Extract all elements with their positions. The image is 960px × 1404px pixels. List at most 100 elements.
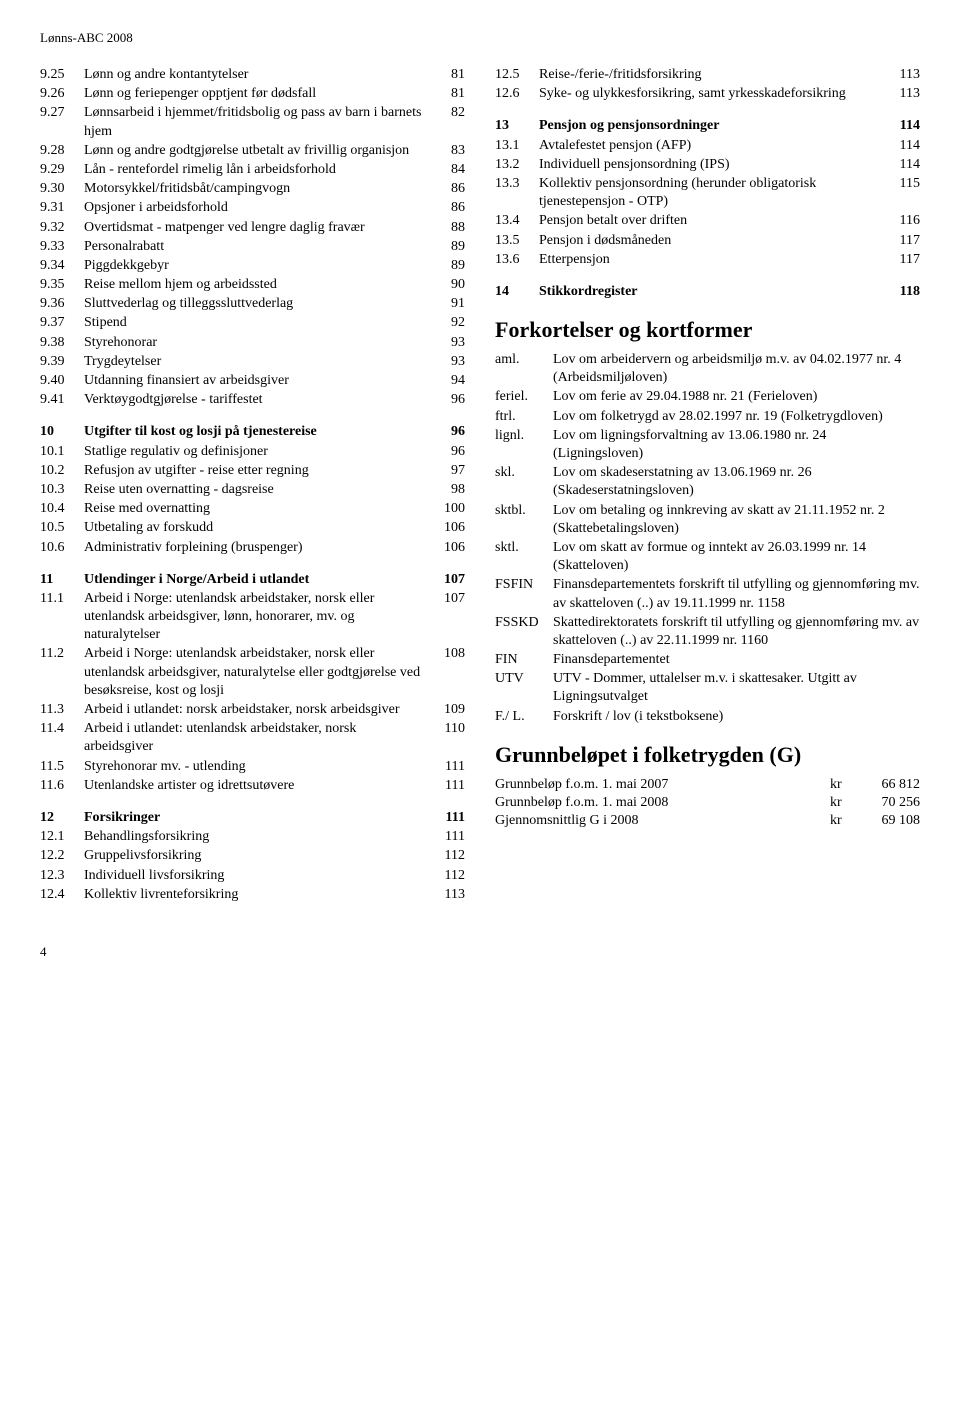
toc-number: 14 xyxy=(495,283,539,301)
toc-block: 13Pensjon og pensjonsordninger11413.1Avt… xyxy=(495,117,920,269)
toc-number: 9.30 xyxy=(40,180,84,198)
abbr-key: UTV xyxy=(495,670,553,706)
toc-text: Kollektiv livrenteforsikring xyxy=(84,886,429,904)
toc-row: 9.35Reise mellom hjem og arbeidssted90 xyxy=(40,276,465,294)
toc-block: 12.5Reise-/ferie-/fritidsforsikring11312… xyxy=(495,66,920,103)
toc-page: 108 xyxy=(429,645,465,700)
toc-row: 11.3Arbeid i utlandet: norsk arbeidstake… xyxy=(40,701,465,719)
abbr-key: feriel. xyxy=(495,388,553,406)
toc-row: 11Utlendinger i Norge/Arbeid i utlandet1… xyxy=(40,571,465,589)
right-column: 12.5Reise-/ferie-/fritidsforsikring11312… xyxy=(495,66,920,918)
toc-page: 114 xyxy=(884,156,920,174)
toc-text: Verktøygodtgjørelse - tariffestet xyxy=(84,391,429,409)
abbr-key: FSSKD xyxy=(495,614,553,650)
toc-text: Lønn og andre godtgjørelse utbetalt av f… xyxy=(84,142,429,160)
toc-number: 13.5 xyxy=(495,232,539,250)
toc-page: 111 xyxy=(429,777,465,795)
toc-text: Reise-/ferie-/fritidsforsikring xyxy=(539,66,884,84)
toc-number: 12 xyxy=(40,809,84,827)
toc-row: 10.6Administrativ forpleining (bruspenge… xyxy=(40,539,465,557)
toc-text: Overtidsmat - matpenger ved lengre dagli… xyxy=(84,219,429,237)
toc-page: 109 xyxy=(429,701,465,719)
toc-number: 9.32 xyxy=(40,219,84,237)
grunnbelop-amount: 70 256 xyxy=(860,794,920,812)
abbr-value: Lov om betaling og innkreving av skatt a… xyxy=(553,502,920,538)
toc-number: 9.28 xyxy=(40,142,84,160)
toc-text: Trygdeytelser xyxy=(84,353,429,371)
toc-page: 96 xyxy=(429,423,465,441)
toc-number: 9.37 xyxy=(40,314,84,332)
toc-text: Motorsykkel/fritidsbåt/campingvogn xyxy=(84,180,429,198)
abbr-key: sktbl. xyxy=(495,502,553,538)
abbr-value: Lov om arbeidervern og arbeidsmiljø m.v.… xyxy=(553,351,920,387)
abbr-value: Lov om folketrygd av 28.02.1997 nr. 19 (… xyxy=(553,408,920,426)
toc-row: 12.6Syke- og ulykkesforsikring, samt yrk… xyxy=(495,85,920,103)
toc-text: Pensjon i dødsmåneden xyxy=(539,232,884,250)
toc-number: 12.1 xyxy=(40,828,84,846)
toc-page: 81 xyxy=(429,85,465,103)
abbr-row: sktbl.Lov om betaling og innkreving av s… xyxy=(495,502,920,538)
abbr-key: F./ L. xyxy=(495,708,553,726)
toc-text: Arbeid i Norge: utenlandsk arbeidstaker,… xyxy=(84,590,429,645)
toc-page: 83 xyxy=(429,142,465,160)
toc-number: 9.29 xyxy=(40,161,84,179)
abbr-key: FSFIN xyxy=(495,576,553,612)
toc-number: 13.2 xyxy=(495,156,539,174)
grunnbelop-title: Grunnbeløpet i folketrygden (G) xyxy=(495,742,920,768)
abbr-row: F./ L.Forskrift / lov (i tekstboksene) xyxy=(495,708,920,726)
abbr-row: sktl.Lov om skatt av formue og inntekt a… xyxy=(495,539,920,575)
grunnbelop-label: Gjennomsnittlig G i 2008 xyxy=(495,812,830,830)
toc-number: 10.2 xyxy=(40,462,84,480)
toc-text: Utbetaling av forskudd xyxy=(84,519,429,537)
toc-page: 111 xyxy=(429,828,465,846)
toc-row: 9.37Stipend92 xyxy=(40,314,465,332)
toc-page: 111 xyxy=(429,809,465,827)
toc-page: 110 xyxy=(429,720,465,756)
toc-page: 94 xyxy=(429,372,465,390)
toc-number: 12.4 xyxy=(40,886,84,904)
toc-number: 9.26 xyxy=(40,85,84,103)
toc-page: 107 xyxy=(429,571,465,589)
toc-number: 9.35 xyxy=(40,276,84,294)
toc-number: 10.3 xyxy=(40,481,84,499)
toc-page: 115 xyxy=(884,175,920,211)
toc-page: 92 xyxy=(429,314,465,332)
toc-page: 113 xyxy=(884,85,920,103)
toc-number: 9.27 xyxy=(40,104,84,140)
toc-block: 11Utlendinger i Norge/Arbeid i utlandet1… xyxy=(40,571,465,795)
toc-row: 11.1Arbeid i Norge: utenlandsk arbeidsta… xyxy=(40,590,465,645)
abbr-row: feriel.Lov om ferie av 29.04.1988 nr. 21… xyxy=(495,388,920,406)
toc-number: 13 xyxy=(495,117,539,135)
toc-row: 9.39Trygdeytelser93 xyxy=(40,353,465,371)
left-column: 9.25Lønn og andre kontantytelser819.26Lø… xyxy=(40,66,465,918)
toc-page: 106 xyxy=(429,519,465,537)
abbr-row: skl.Lov om skadeserstatning av 13.06.196… xyxy=(495,464,920,500)
toc-text: Piggdekkgebyr xyxy=(84,257,429,275)
toc-page: 96 xyxy=(429,391,465,409)
toc-row: 11.5Styrehonorar mv. - utlending111 xyxy=(40,758,465,776)
toc-page: 88 xyxy=(429,219,465,237)
toc-row: 12Forsikringer111 xyxy=(40,809,465,827)
toc-number: 9.31 xyxy=(40,199,84,217)
toc-row: 10.3Reise uten overnatting - dagsreise98 xyxy=(40,481,465,499)
grunnbelop-kr: kr xyxy=(830,794,860,812)
toc-page: 113 xyxy=(884,66,920,84)
toc-row: 13.4Pensjon betalt over driften116 xyxy=(495,212,920,230)
abbr-key: lignl. xyxy=(495,427,553,463)
toc-number: 10.5 xyxy=(40,519,84,537)
toc-text: Stipend xyxy=(84,314,429,332)
toc-number: 11.2 xyxy=(40,645,84,700)
toc-row: 13.3Kollektiv pensjonsordning (herunder … xyxy=(495,175,920,211)
abbr-row: FINFinansdepartementet xyxy=(495,651,920,669)
toc-text: Lønnsarbeid i hjemmet/fritidsbolig og pa… xyxy=(84,104,429,140)
toc-page: 100 xyxy=(429,500,465,518)
abbr-key: aml. xyxy=(495,351,553,387)
toc-text: Syke- og ulykkesforsikring, samt yrkessk… xyxy=(539,85,884,103)
toc-page: 116 xyxy=(884,212,920,230)
toc-text: Arbeid i utlandet: utenlandsk arbeidstak… xyxy=(84,720,429,756)
toc-page: 107 xyxy=(429,590,465,645)
toc-text: Individuell livsforsikring xyxy=(84,867,429,885)
toc-row: 10.4Reise med overnatting100 xyxy=(40,500,465,518)
toc-number: 12.2 xyxy=(40,847,84,865)
toc-page: 93 xyxy=(429,353,465,371)
